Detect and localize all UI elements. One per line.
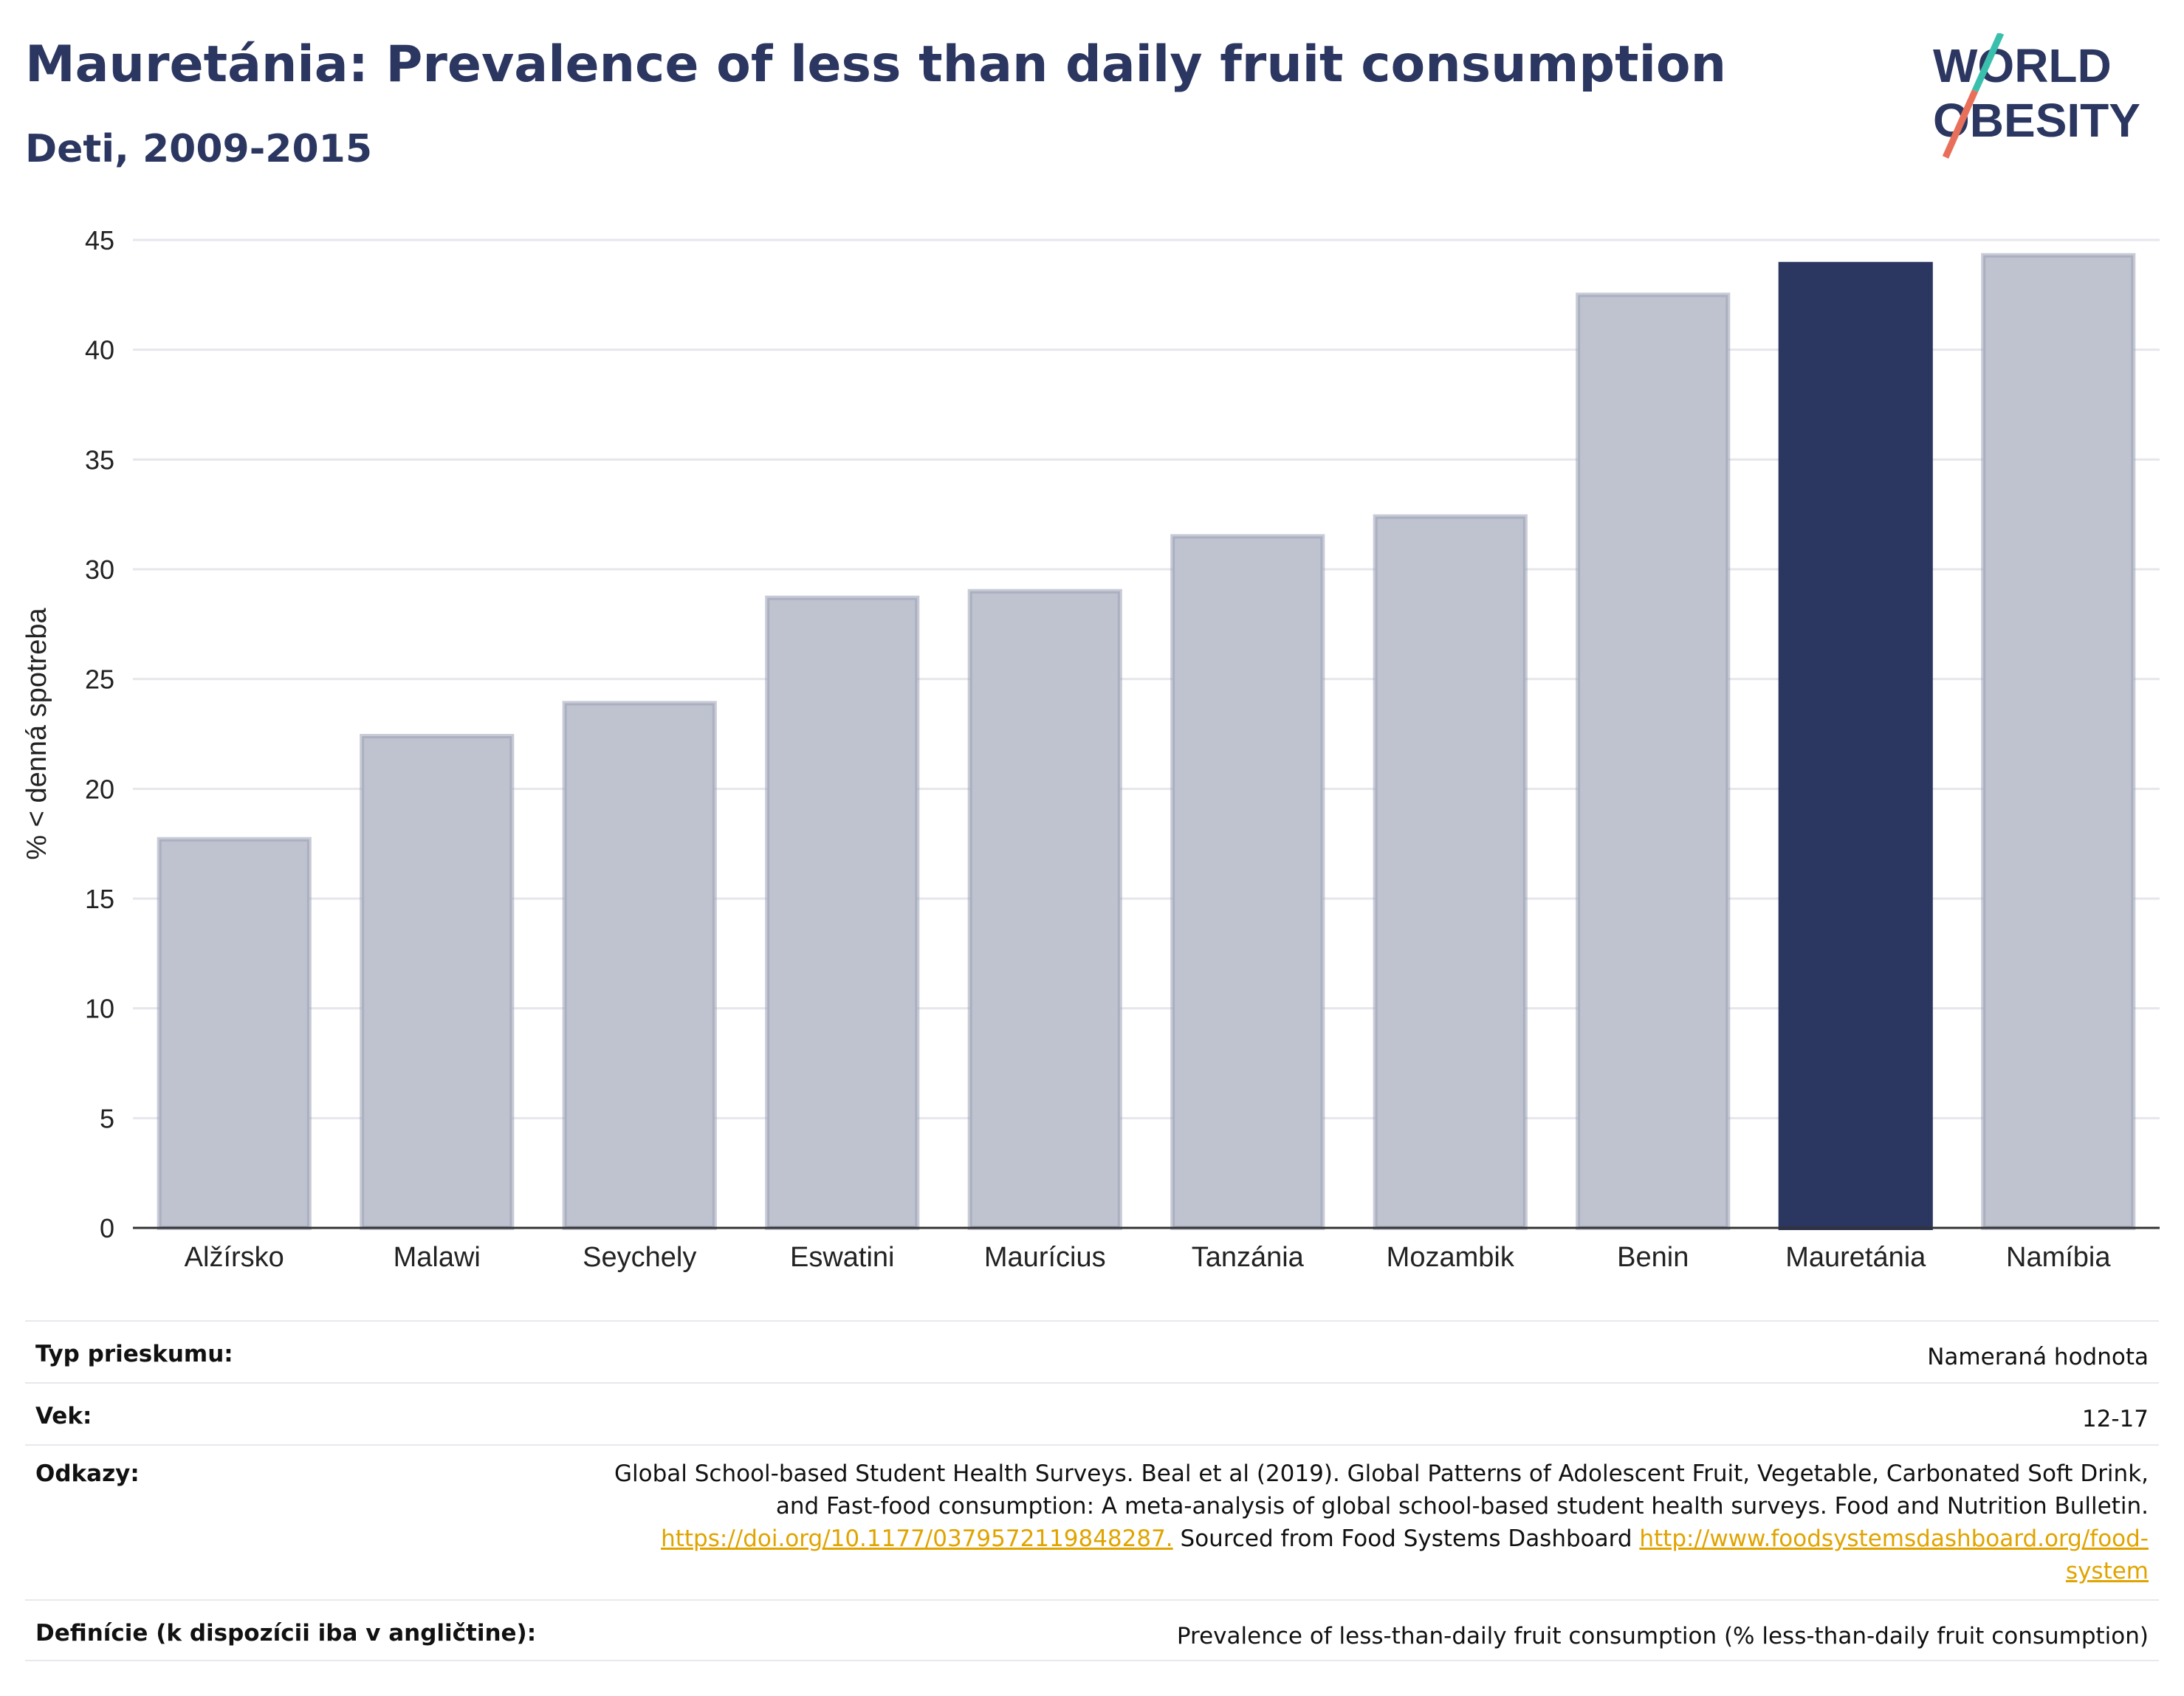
- page-title: Mauretánia: Prevalence of less than dail…: [25, 35, 1727, 94]
- y-tick-label: 20: [85, 774, 114, 804]
- x-tick-label: Seychely: [583, 1242, 696, 1273]
- svg-text:WORLD: WORLD: [1933, 39, 2112, 92]
- dashboard-link[interactable]: http://www.foodsystemsdashboard.org/food…: [1639, 1525, 2149, 1552]
- y-tick-label: 40: [85, 335, 114, 365]
- bar-eswatini: [765, 595, 920, 1230]
- y-tick-label: 45: [85, 225, 114, 255]
- x-tick-label: Maurícius: [984, 1242, 1106, 1273]
- bar-maurícius: [967, 588, 1122, 1230]
- info-row-survey-type: Typ prieskumu: Nameraná hodnota: [25, 1320, 2159, 1382]
- bar-malawi: [360, 733, 515, 1230]
- info-value: 12-17: [2081, 1406, 2149, 1432]
- bar-namíbia: [1981, 253, 2136, 1230]
- bar-mauretánia: [1778, 261, 1933, 1230]
- info-table: Typ prieskumu: Nameraná hodnota Vek: 12-…: [25, 1320, 2159, 1661]
- x-tick-label: Benin: [1617, 1242, 1689, 1273]
- x-tick-label: Mauretánia: [1785, 1242, 1926, 1273]
- info-label: Odkazy:: [35, 1460, 140, 1487]
- info-value: Prevalence of less-than-daily fruit cons…: [1176, 1623, 2149, 1649]
- y-axis-label: % < denná spotreba: [21, 608, 52, 860]
- reference-text: Sourced from Food Systems Dashboard: [1172, 1525, 1640, 1552]
- y-tick-label: 15: [85, 884, 114, 914]
- bar-chart: 0 5 10 15 20 25 30 35 40 45 Alžírsko Malawi Seychel…: [21, 225, 2160, 1273]
- x-tick-label: Namíbia: [2006, 1242, 2111, 1273]
- x-tick-label: Eswatini: [790, 1242, 895, 1273]
- info-value: Nameraná hodnota: [1927, 1344, 2149, 1370]
- x-tick-label: Mozambik: [1387, 1242, 1515, 1273]
- reference-line: and Fast-food consumption: A meta-analys…: [775, 1493, 2149, 1520]
- x-axis-ticks: Alžírsko Malawi Seychely Eswatini Maurícius T…: [185, 1242, 2112, 1273]
- bar-seychely: [562, 701, 717, 1230]
- bar-alžírsko: [157, 837, 312, 1230]
- bar-mozambik: [1373, 514, 1528, 1230]
- dashboard-link-cont[interactable]: system: [2065, 1558, 2149, 1585]
- y-tick-label: 30: [85, 555, 114, 585]
- info-row-definitions: Definície (k dispozícii iba v angličtine…: [25, 1599, 2159, 1661]
- bar-tanzánia: [1170, 534, 1325, 1230]
- y-tick-label: 10: [85, 994, 114, 1024]
- y-tick-label: 5: [100, 1103, 114, 1133]
- info-label: Definície (k dispozícii iba v angličtine…: [35, 1620, 537, 1647]
- x-tick-label: Tanzánia: [1192, 1242, 1305, 1273]
- y-axis-ticks: 0 5 10 15 20 25 30 35 40 45: [85, 225, 114, 1243]
- y-tick-label: 35: [85, 444, 114, 475]
- world-obesity-logo: WORLD OBESITY: [1933, 33, 2140, 159]
- info-value: Global School-based Student Health Surve…: [614, 1458, 2149, 1587]
- info-label: Vek:: [35, 1403, 92, 1429]
- y-tick-label: 25: [85, 665, 114, 695]
- info-row-references: Odkazy: Global School-based Student Heal…: [25, 1444, 2159, 1599]
- x-tick-label: Malawi: [394, 1242, 481, 1273]
- reference-line: Global School-based Student Health Surve…: [614, 1460, 2149, 1487]
- info-row-age: Vek: 12-17: [25, 1382, 2159, 1444]
- y-tick-label: 0: [100, 1213, 114, 1243]
- doi-link[interactable]: https://doi.org/10.1177/0379572119848287…: [661, 1525, 1173, 1552]
- info-label: Typ prieskumu:: [35, 1341, 233, 1367]
- x-tick-label: Alžírsko: [185, 1242, 284, 1273]
- bars: [157, 253, 2136, 1230]
- page-subtitle: Deti, 2009-2015: [25, 127, 373, 171]
- reference-line: system: [614, 1555, 2149, 1587]
- bar-benin: [1576, 292, 1731, 1230]
- reference-line: https://doi.org/10.1177/0379572119848287…: [614, 1522, 2149, 1555]
